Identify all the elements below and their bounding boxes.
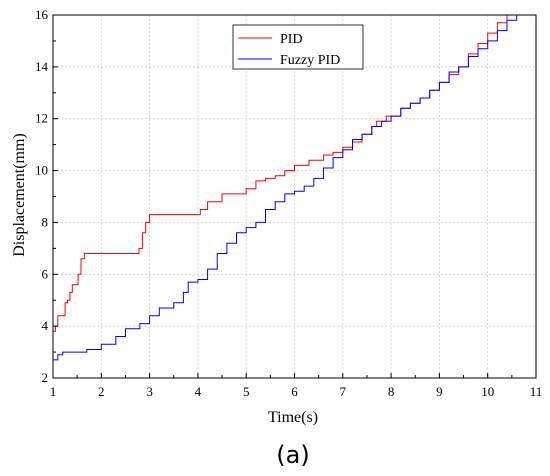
x-tick-label: 7 (340, 384, 347, 399)
x-tick-label: 5 (243, 384, 250, 399)
x-axis-label: Time(s) (268, 409, 318, 426)
y-tick-label: 8 (42, 214, 49, 229)
series-line-fuzzy-pid (53, 15, 518, 361)
x-tick-label: 8 (388, 384, 395, 399)
x-tick-label: 1 (50, 384, 57, 399)
x-tick-label: 6 (291, 384, 298, 399)
y-tick-label: 6 (42, 266, 49, 281)
legend-label-fuzzy-pid: Fuzzy PID (280, 53, 340, 68)
y-axis-label: Displacement(mm) (11, 133, 28, 257)
panel-label: (a) (276, 441, 309, 469)
legend: PID Fuzzy PID (232, 24, 364, 70)
y-tick-label: 2 (42, 370, 49, 385)
grid (53, 15, 536, 378)
series-lines (53, 15, 518, 361)
y-tick-label: 14 (35, 59, 49, 74)
legend-label-pid: PID (280, 32, 303, 47)
y-tick-label: 12 (35, 111, 48, 126)
y-tick-label: 16 (35, 7, 49, 22)
legend-box (232, 24, 364, 70)
x-tick-label: 10 (481, 384, 494, 399)
y-tick-label: 4 (42, 318, 49, 333)
x-tick-label: 4 (195, 384, 202, 399)
x-tick-label: 3 (146, 384, 153, 399)
y-tick-label: 10 (35, 163, 48, 178)
x-tick-label: 11 (530, 384, 543, 399)
x-tick-label: 2 (98, 384, 105, 399)
x-tick-label: 9 (436, 384, 443, 399)
